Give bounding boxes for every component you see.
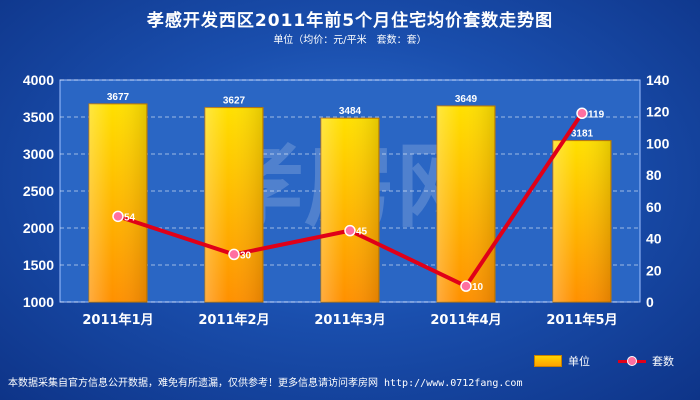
footer: 本数据采集自官方信息公开数据，难免有所遗漏，仅供参考！更多信息请访问孝房网 htt… (8, 374, 522, 389)
bar-shine (553, 140, 611, 302)
y-left-tick-label: 3500 (23, 109, 54, 125)
y-left-tick-label: 3000 (23, 146, 54, 162)
chart-subtitle: 单位（均价：元/平米 套数：套） (273, 35, 427, 46)
legend-line-label: 套数 (652, 355, 674, 368)
line-data-label: 119 (588, 109, 605, 120)
bar-data-label: 3484 (339, 106, 362, 117)
y-right-tick-label: 40 (646, 231, 662, 247)
y-left-tick-label: 1000 (23, 294, 54, 310)
bar-data-label: 3649 (455, 94, 478, 105)
line-data-label: 54 (124, 212, 136, 223)
x-tick-label: 2011年5月 (546, 312, 617, 328)
line-point (460, 280, 472, 292)
y-right-tick-label: 20 (646, 262, 662, 278)
bar-shine (205, 107, 263, 303)
y-right-tick-label: 100 (646, 135, 670, 151)
y-right-tick-label: 120 (646, 104, 670, 120)
y-right-tick-label: 0 (646, 294, 654, 310)
footer-text: 本数据采集自官方信息公开数据，难免有所遗漏，仅供参考！更多信息请访问孝房网 (8, 378, 378, 389)
y-right-tick-label: 140 (646, 72, 670, 88)
legend-line-swatch (618, 355, 646, 367)
footer-url[interactable]: http://www.0712fang.com (384, 378, 523, 389)
y-left-tick-label: 2000 (23, 220, 54, 236)
x-tick-label: 2011年4月 (430, 312, 501, 328)
legend: 单位 套数 (534, 353, 674, 369)
line-data-label: 10 (472, 282, 484, 293)
x-tick-label: 2011年1月 (82, 312, 153, 328)
y-left-tick-label: 1500 (23, 257, 54, 273)
line-point (112, 210, 124, 223)
bar-shine (89, 103, 147, 302)
bar-data-label: 3181 (571, 129, 594, 140)
bar-shine (321, 118, 379, 303)
line-point (344, 224, 356, 237)
bar-shine (437, 105, 495, 302)
chart-title: 孝感开发西区2011年前5个月住宅均价套数走势图 (146, 11, 554, 31)
x-tick-label: 2011年3月 (314, 312, 385, 328)
legend-bar-swatch (534, 355, 562, 367)
line-data-label: 45 (356, 227, 368, 238)
legend-bar-label: 单位 (568, 355, 590, 368)
line-point (228, 248, 240, 261)
y-left-tick-label: 4000 (23, 72, 54, 88)
x-tick-label: 2011年2月 (198, 312, 269, 328)
line-point (576, 107, 588, 120)
y-right-tick-label: 60 (646, 199, 662, 215)
line-data-label: 30 (240, 250, 252, 261)
bar-data-label: 3627 (223, 96, 246, 107)
y-right-tick-label: 80 (646, 167, 662, 183)
bar-data-label: 3677 (107, 92, 130, 103)
y-left-tick-label: 2500 (23, 183, 54, 199)
